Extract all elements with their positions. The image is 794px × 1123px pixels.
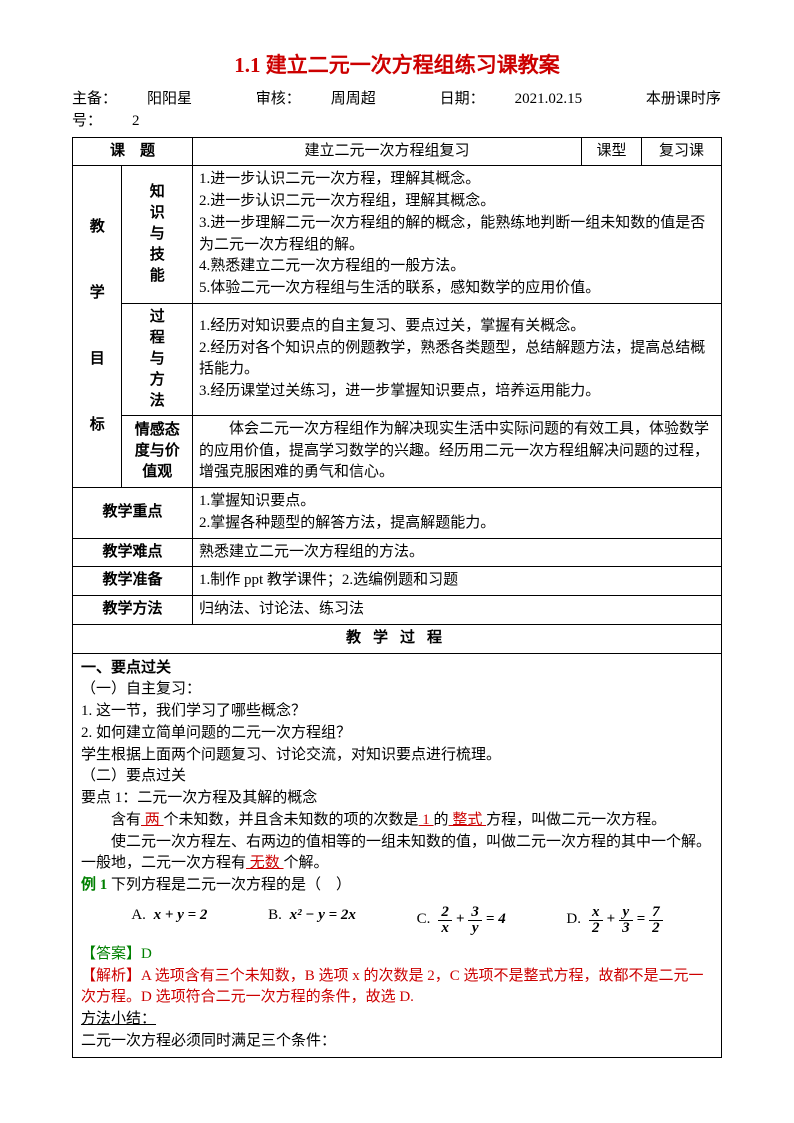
method-label: 教学方法	[73, 596, 193, 625]
question-1: 1. 这一节，我们学习了哪些概念？	[81, 701, 713, 723]
table-row: 教学准备 1.制作 ppt 教学课件；2.选编例题和习题	[73, 567, 722, 596]
tip-text: 二元一次方程必须同时满足三个条件：	[81, 1031, 713, 1053]
process-content: 1.经历对知识要点的自主复习、要点过关，掌握有关概念。 2.经历对各个知识点的例…	[193, 303, 722, 415]
options-row: A. x + y = 2 B. x² − y = 2x C. 2x+3y= 4 …	[81, 897, 713, 944]
preparer-label: 主备：	[72, 91, 117, 107]
blank-2: 1	[419, 812, 434, 828]
blank-1: 两	[141, 812, 164, 828]
preparer: 阳阳星	[147, 91, 192, 107]
text: 含有	[111, 812, 141, 828]
lesson-table: 课 题 建立二元一次方程组复习 课型 复习课 教学目标 知识与技能 1.进一步认…	[72, 137, 722, 1058]
tip-title: 方法小结：	[81, 1009, 713, 1031]
focus-label: 教学重点	[73, 488, 193, 539]
section-title: 一、要点过关	[81, 658, 713, 680]
reviewer: 周周超	[331, 91, 376, 107]
keypoint-1-sol: 使二元一次方程左、右两边的值相等的一组未知数的值，叫做二元一次方程的其中一个解。…	[81, 832, 713, 876]
date-label: 日期：	[440, 91, 485, 107]
table-row: 教学方法 归纳法、讨论法、练习法	[73, 596, 722, 625]
instruction: 学生根据上面两个问题复习、讨论交流，对知识要点进行梳理。	[81, 745, 713, 767]
difficulty-content: 熟悉建立二元一次方程组的方法。	[193, 538, 722, 567]
keypoint-1-label: 要点 1：二元一次方程及其解的概念	[81, 788, 713, 810]
knowledge-label: 知识与技能	[122, 166, 193, 304]
type-label: 课型	[582, 137, 642, 166]
table-row: 教学重点 1.掌握知识要点。 2.掌握各种题型的解答方法，提高解题能力。	[73, 488, 722, 539]
table-row: 课 题 建立二元一次方程组复习 课型 复习课	[73, 137, 722, 166]
answer: D	[141, 946, 152, 962]
difficulty-label: 教学难点	[73, 538, 193, 567]
example-text: 下列方程是二元一次方程的是（ ）	[107, 877, 351, 893]
subsection-2: （二）要点过关	[81, 766, 713, 788]
option-c: C. 2x+3y= 4	[417, 905, 506, 936]
table-row: 教学难点 熟悉建立二元一次方程组的方法。	[73, 538, 722, 567]
table-row: 教学过程	[73, 624, 722, 653]
analysis-line: 【解析】A 选项含有三个未知数，B 选项 x 的次数是 2，C 选项不是整式方程…	[81, 966, 713, 1010]
analysis-label: 【解析】	[81, 968, 141, 984]
emotion-label: 情感态度与价值观	[122, 415, 193, 487]
example-label: 例 1	[81, 877, 107, 893]
reviewer-label: 审核：	[256, 91, 301, 107]
prep-content: 1.制作 ppt 教学课件；2.选编例题和习题	[193, 567, 722, 596]
knowledge-content: 1.进一步认识二元一次方程，理解其概念。 2.进一步认识二元一次方程组，理解其概…	[193, 166, 722, 304]
doc-title: 1.1 建立二元一次方程组练习课教案	[72, 50, 722, 82]
question-2: 2. 如何建立简单问题的二元一次方程组？	[81, 723, 713, 745]
type: 复习课	[642, 137, 722, 166]
process-label: 过程与方法	[122, 303, 193, 415]
analysis-text: A 选项含有三个未知数，B 选项 x 的次数是 2，C 选项不是整式方程，故都不…	[81, 968, 704, 1006]
prep-label: 教学准备	[73, 567, 193, 596]
option-b: B. x² − y = 2x	[268, 905, 356, 936]
text: 的	[434, 812, 449, 828]
method-content: 归纳法、讨论法、练习法	[193, 596, 722, 625]
option-a: A. x + y = 2	[131, 905, 207, 936]
date: 2021.02.15	[515, 91, 583, 107]
blank-4: 无数	[246, 855, 284, 871]
answer-line: 【答案】D	[81, 944, 713, 966]
teaching-content: 一、要点过关 （一）自主复习： 1. 这一节，我们学习了哪些概念？ 2. 如何建…	[73, 653, 722, 1057]
subsection: （一）自主复习：	[81, 679, 713, 701]
table-row: 一、要点过关 （一）自主复习： 1. 这一节，我们学习了哪些概念？ 2. 如何建…	[73, 653, 722, 1057]
emotion-content: 体会二元一次方程组作为解决现实生活中实际问题的有效工具，体验数学的应用价值，提高…	[193, 415, 722, 487]
text: 方程，叫做二元一次方程。	[486, 812, 666, 828]
process-header: 教学过程	[73, 624, 722, 653]
blank-3: 整式	[449, 812, 487, 828]
text: 使二元一次方程左、右两边的值相等的一组未知数的值，叫做二元一次方程的其中一个解。…	[81, 834, 711, 872]
goals-main-label: 教学目标	[73, 166, 122, 488]
table-row: 过程与方法 1.经历对知识要点的自主复习、要点过关，掌握有关概念。 2.经历对各…	[73, 303, 722, 415]
topic-label: 课 题	[73, 137, 193, 166]
option-d: D. x2+y3=72	[566, 905, 662, 936]
table-row: 情感态度与价值观 体会二元一次方程组作为解决现实生活中实际问题的有效工具，体验数…	[73, 415, 722, 487]
text: 个解。	[284, 855, 329, 871]
text: 个未知数，并且含未知数的项的次数是	[164, 812, 419, 828]
table-row: 教学目标 知识与技能 1.进一步认识二元一次方程，理解其概念。 2.进一步认识二…	[73, 166, 722, 304]
answer-label: 【答案】	[81, 946, 141, 962]
seq: 2	[132, 113, 140, 129]
focus-content: 1.掌握知识要点。 2.掌握各种题型的解答方法，提高解题能力。	[193, 488, 722, 539]
topic: 建立二元一次方程组复习	[193, 137, 582, 166]
keypoint-1-def: 含有 两 个未知数，并且含未知数的项的次数是 1 的 整式 方程，叫做二元一次方…	[81, 810, 713, 832]
example-1: 例 1 下列方程是二元一次方程的是（ ）	[81, 875, 713, 897]
meta-line: 主备：阳阳星 审核：周周超 日期：2021.02.15 本册课时序号：2	[72, 88, 722, 133]
